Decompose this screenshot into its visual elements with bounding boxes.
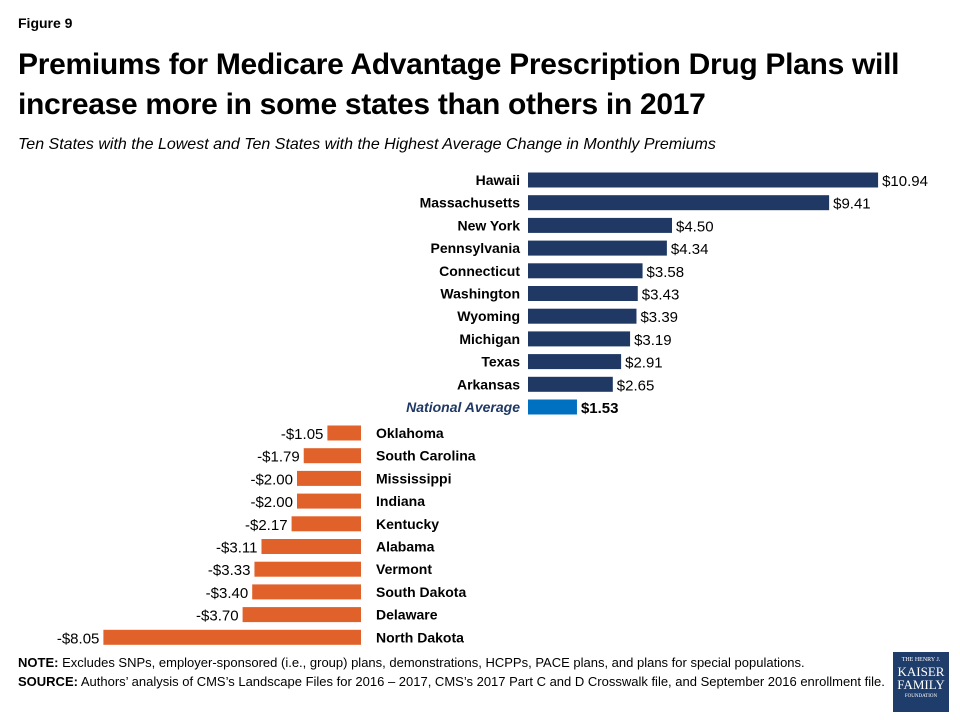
bar-indiana [297, 493, 361, 509]
category-label-alabama: Alabama [376, 539, 435, 555]
category-label-national-average: National Average [406, 399, 520, 415]
category-label-indiana: Indiana [376, 493, 425, 509]
bar-michigan [528, 331, 631, 347]
value-label-hawaii: $10.94 [882, 173, 928, 190]
category-label-mississippi: Mississippi [376, 470, 451, 486]
note-label: NOTE: [18, 655, 59, 670]
bar-vermont [254, 561, 361, 577]
bar-delaware [242, 607, 361, 623]
category-label-arkansas: Arkansas [457, 376, 520, 392]
bar-south-dakota [252, 584, 361, 600]
value-label-michigan: $3.19 [634, 332, 672, 349]
category-label-vermont: Vermont [376, 561, 432, 577]
category-label-hawaii: Hawaii [476, 172, 520, 188]
bar-alabama [261, 539, 361, 554]
source-text: Authors’ analysis of CMS’s Landscape Fil… [77, 674, 885, 689]
category-label-texas: Texas [481, 354, 520, 370]
value-label-south-carolina: -$1.79 [257, 449, 300, 466]
bar-massachusetts [528, 195, 830, 211]
value-label-kentucky: -$2.17 [245, 517, 288, 534]
category-label-pennsylvania: Pennsylvania [431, 240, 521, 256]
value-label-alabama: -$3.11 [216, 540, 257, 557]
bar-texas [528, 354, 622, 370]
source-line: SOURCE: Authors’ analysis of CMS’s Lands… [18, 672, 888, 691]
chart-title: Premiums for Medicare Advantage Prescrip… [18, 48, 900, 121]
value-label-washington: $3.43 [642, 287, 680, 304]
value-label-oklahoma: -$1.05 [281, 426, 324, 443]
category-label-kentucky: Kentucky [376, 516, 439, 532]
category-label-connecticut: Connecticut [439, 263, 520, 279]
value-label-massachusetts: $9.41 [833, 196, 871, 213]
value-label-new-york: $4.50 [676, 218, 714, 235]
category-label-delaware: Delaware [376, 607, 438, 623]
note-line: NOTE: Excludes SNPs, employer-sponsored … [18, 653, 888, 672]
bar-hawaii [528, 172, 879, 188]
bar-connecticut [528, 263, 643, 279]
category-label-wyoming: Wyoming [457, 308, 520, 324]
value-label-indiana: -$2.00 [250, 494, 293, 511]
bar-arkansas [528, 376, 613, 392]
chart-subtitle: Ten States with the Lowest and Ten State… [18, 136, 716, 153]
bar-pennsylvania [528, 240, 667, 256]
category-label-oklahoma: Oklahoma [376, 425, 444, 441]
note-text: Excludes SNPs, employer-sponsored (i.e.,… [58, 655, 805, 670]
value-label-delaware: -$3.70 [196, 608, 239, 625]
bar-national-average [528, 399, 577, 415]
bar-wyoming [528, 308, 637, 324]
source-label: SOURCE: [18, 674, 78, 689]
category-label-north-dakota: North Dakota [376, 629, 464, 645]
value-label-connecticut: $3.58 [647, 264, 685, 281]
category-label-michigan: Michigan [459, 331, 520, 347]
bar-new-york [528, 217, 672, 233]
category-label-new-york: New York [457, 217, 520, 233]
category-label-south-dakota: South Dakota [376, 584, 466, 600]
category-label-washington: Washington [440, 286, 520, 302]
value-label-mississippi: -$2.00 [250, 471, 293, 488]
value-label-wyoming: $3.39 [640, 309, 678, 326]
bar-washington [528, 286, 638, 301]
bar-north-dakota [103, 629, 362, 645]
category-label-south-carolina: South Carolina [376, 448, 476, 464]
bar-south-carolina [303, 448, 361, 464]
value-label-south-dakota: -$3.40 [206, 585, 249, 602]
bar-chart: Hawaii $10.94 Massachusetts $9.41 New York $4… [57, 172, 928, 647]
value-label-north-dakota: -$8.05 [57, 630, 100, 647]
bar-kentucky [291, 516, 361, 532]
bar-mississippi [297, 470, 361, 486]
value-label-arkansas: $2.65 [617, 377, 655, 394]
category-label-massachusetts: Massachusetts [420, 195, 521, 211]
value-label-vermont: -$3.33 [208, 562, 251, 579]
bar-oklahoma [327, 425, 361, 441]
value-label-pennsylvania: $4.34 [671, 241, 709, 258]
figure-label: Figure 9 [18, 15, 73, 31]
value-label-texas: $2.91 [625, 355, 663, 372]
kff-logo: THE HENRY J. KAISER FAMILY FOUNDATION [893, 652, 949, 712]
value-label-national-average: $1.53 [581, 400, 619, 417]
footnote: NOTE: Excludes SNPs, employer-sponsored … [18, 653, 888, 691]
